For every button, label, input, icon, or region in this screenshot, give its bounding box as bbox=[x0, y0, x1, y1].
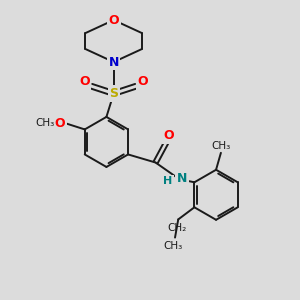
Text: CH₂: CH₂ bbox=[167, 223, 186, 233]
Text: CH₃: CH₃ bbox=[35, 118, 54, 128]
Text: CH₃: CH₃ bbox=[164, 242, 183, 251]
Text: S: S bbox=[109, 87, 118, 100]
Text: O: O bbox=[55, 117, 65, 130]
Text: O: O bbox=[108, 14, 119, 27]
Text: H: H bbox=[163, 176, 172, 187]
Text: N: N bbox=[177, 172, 187, 185]
Text: O: O bbox=[79, 75, 89, 88]
Text: N: N bbox=[109, 56, 119, 68]
Text: CH₃: CH₃ bbox=[211, 141, 230, 151]
Text: O: O bbox=[163, 129, 174, 142]
Text: O: O bbox=[138, 75, 148, 88]
